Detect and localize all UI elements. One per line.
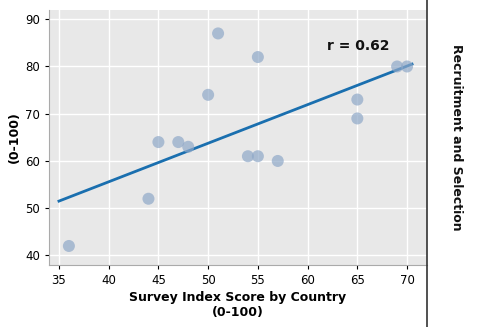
Text: Recruitment and Selection: Recruitment and Selection <box>449 44 463 231</box>
Point <box>353 97 361 102</box>
Point <box>274 158 282 164</box>
Point <box>174 139 182 145</box>
Point <box>244 154 252 159</box>
Point <box>214 31 222 36</box>
Point <box>254 154 262 159</box>
X-axis label: Survey Index Score by Country
(0-100): Survey Index Score by Country (0-100) <box>129 291 346 319</box>
Point <box>65 243 73 249</box>
Y-axis label: (0-100): (0-100) <box>8 112 21 163</box>
Point <box>145 196 152 201</box>
Point <box>154 139 162 145</box>
Point <box>393 64 401 69</box>
Text: r = 0.62: r = 0.62 <box>327 39 390 53</box>
Point <box>403 64 411 69</box>
Point <box>254 54 262 60</box>
Point <box>204 92 212 97</box>
Point <box>353 116 361 121</box>
Point <box>184 144 192 149</box>
